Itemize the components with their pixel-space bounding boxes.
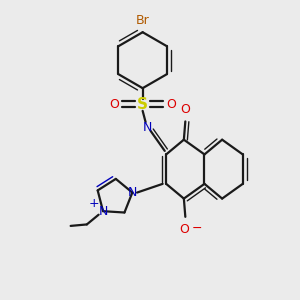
Text: N: N xyxy=(128,186,137,199)
Text: O: O xyxy=(110,98,119,111)
Text: N: N xyxy=(142,121,152,134)
Text: +: + xyxy=(89,197,100,210)
Text: N: N xyxy=(98,205,108,218)
Text: −: − xyxy=(192,222,202,235)
Text: O: O xyxy=(166,98,176,111)
Text: O: O xyxy=(179,223,189,236)
Text: Br: Br xyxy=(136,14,149,27)
Text: S: S xyxy=(137,97,148,112)
Text: O: O xyxy=(180,103,190,116)
